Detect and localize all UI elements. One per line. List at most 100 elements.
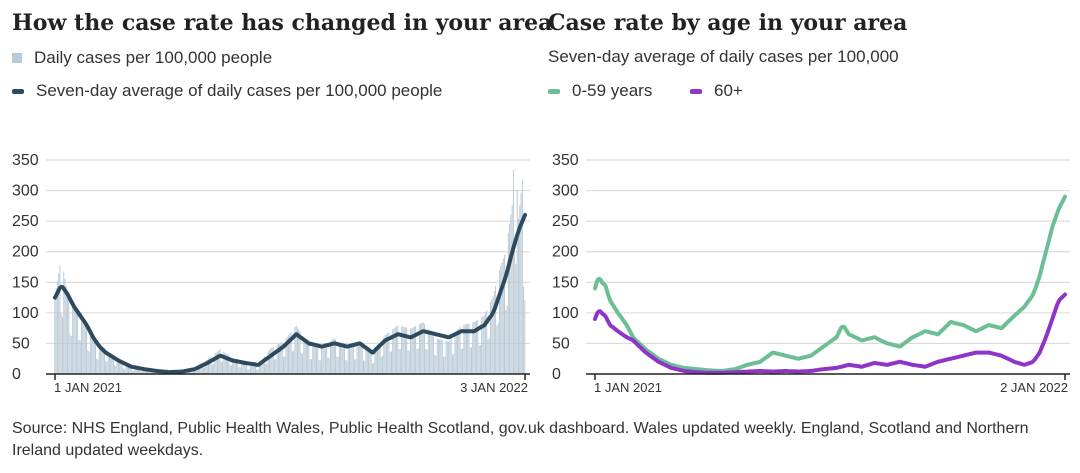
daily-case-bar xyxy=(92,338,93,374)
daily-case-bar xyxy=(522,180,523,374)
daily-case-bar xyxy=(444,357,445,374)
daily-case-bar xyxy=(82,316,83,374)
daily-case-bar xyxy=(336,357,337,374)
daily-case-bar xyxy=(518,218,519,374)
daily-case-bar xyxy=(220,349,221,374)
daily-case-bar xyxy=(73,306,74,374)
daily-case-bar xyxy=(99,348,100,374)
daily-case-bar xyxy=(86,325,87,374)
daily-case-bar xyxy=(499,270,500,374)
daily-case-bar xyxy=(98,360,99,374)
daily-case-bar xyxy=(462,349,463,374)
legend-age-60-plus-label: 60+ xyxy=(714,81,743,101)
daily-case-bar xyxy=(105,361,106,374)
daily-case-bar xyxy=(230,365,231,374)
daily-case-bar xyxy=(87,350,88,374)
daily-case-bar xyxy=(329,358,330,374)
daily-case-bar xyxy=(246,364,247,374)
daily-case-bar xyxy=(496,326,497,374)
daily-case-bar xyxy=(429,330,430,374)
daily-case-bar xyxy=(267,363,268,374)
daily-case-bar xyxy=(435,356,436,375)
daily-case-bar xyxy=(517,190,518,374)
daily-case-bar xyxy=(515,264,516,374)
daily-case-bar xyxy=(514,250,515,374)
daily-case-bar xyxy=(273,347,274,374)
daily-case-bar xyxy=(265,364,266,374)
daily-case-bar xyxy=(301,353,302,374)
daily-case-bar xyxy=(428,329,429,374)
daily-case-bar xyxy=(399,349,400,374)
daily-case-bar xyxy=(427,350,428,374)
daily-case-bar xyxy=(325,345,326,374)
daily-case-bar xyxy=(366,350,367,374)
daily-case-bar xyxy=(512,205,513,374)
y-tick-label: 150 xyxy=(12,274,39,291)
daily-case-bar xyxy=(455,333,456,374)
y-tick-label: 200 xyxy=(552,244,579,261)
daily-case-bar xyxy=(371,354,372,374)
daily-case-bar xyxy=(391,351,392,374)
daily-case-bar xyxy=(75,307,76,374)
daily-case-bar xyxy=(352,347,353,374)
daily-case-bar xyxy=(437,339,438,374)
daily-case-bar xyxy=(62,317,63,374)
daily-case-bar xyxy=(76,307,77,374)
daily-case-bar xyxy=(90,333,91,374)
daily-case-bar xyxy=(341,344,342,374)
daily-case-bar xyxy=(390,352,391,374)
daily-case-bar xyxy=(340,343,341,374)
daily-case-bar xyxy=(358,345,359,374)
daily-case-bar xyxy=(67,293,68,374)
y-tick-label: 300 xyxy=(552,183,579,200)
daily-case-bar xyxy=(350,347,351,374)
daily-case-bar xyxy=(446,341,447,374)
daily-case-bar xyxy=(416,349,417,374)
daily-case-bar xyxy=(324,346,325,374)
daily-case-bar xyxy=(305,339,306,374)
daily-case-bar xyxy=(502,263,503,374)
daily-case-bar xyxy=(123,369,124,374)
daily-case-bar xyxy=(326,344,327,374)
daily-case-bar xyxy=(272,347,273,374)
daily-case-bar xyxy=(480,345,481,374)
daily-case-bar xyxy=(54,296,55,374)
x-tick-label-end: 2 JAN 2022 xyxy=(1000,380,1068,395)
chart-title-left: How the case rate has changed in your ar… xyxy=(12,10,552,36)
daily-case-bar xyxy=(283,357,284,374)
daily-case-bar xyxy=(327,358,328,374)
daily-case-bar xyxy=(303,337,304,374)
daily-case-bar xyxy=(443,357,444,374)
daily-case-bar xyxy=(434,355,435,374)
y-tick-label: 50 xyxy=(12,335,30,352)
y-tick-label: 200 xyxy=(12,244,39,261)
daily-case-bar xyxy=(268,351,269,374)
daily-case-bar xyxy=(503,259,504,374)
daily-case-bar xyxy=(203,368,204,374)
daily-case-bar xyxy=(505,310,506,374)
daily-case-bar xyxy=(59,265,60,374)
daily-case-bar xyxy=(66,286,67,374)
daily-case-bar xyxy=(56,288,57,374)
daily-case-bar xyxy=(382,356,383,374)
daily-case-bar xyxy=(316,347,317,374)
daily-case-bar xyxy=(71,336,72,374)
daily-case-bar xyxy=(373,363,374,374)
daily-case-bar xyxy=(355,359,356,374)
daily-case-bar xyxy=(70,335,71,374)
daily-case-bar xyxy=(448,342,449,374)
daily-case-bar xyxy=(100,348,101,374)
daily-case-bar xyxy=(345,360,346,374)
daily-case-bar xyxy=(372,364,373,374)
daily-case-bar xyxy=(95,342,96,374)
daily-case-bar xyxy=(339,342,340,374)
daily-case-bar xyxy=(439,339,440,374)
daily-case-bar xyxy=(213,364,214,374)
daily-case-bar xyxy=(471,347,472,374)
daily-case-bar xyxy=(408,350,409,374)
daily-case-bar xyxy=(409,350,410,374)
daily-case-bar xyxy=(317,347,318,374)
daily-case-bar xyxy=(425,349,426,374)
daily-case-bar xyxy=(418,348,419,374)
daily-case-bar xyxy=(524,300,525,374)
